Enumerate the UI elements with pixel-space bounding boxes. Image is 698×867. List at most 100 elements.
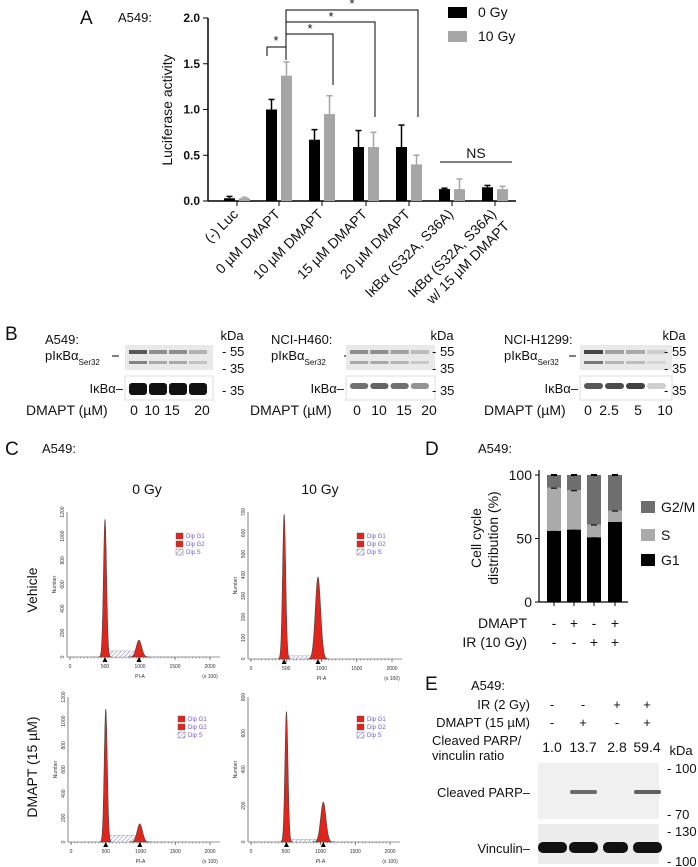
y-axis-label: Number: [53, 760, 59, 778]
ikba-label: IκBα–: [89, 381, 123, 396]
dose-value: 5: [634, 402, 642, 418]
bar-10gy: [368, 147, 379, 201]
s-phase-area: [107, 650, 137, 658]
dose-label: DMAPT (µM): [250, 402, 332, 418]
blot-cell-line: NCI-H1299:: [504, 332, 573, 347]
g1-peak: [277, 514, 291, 660]
y-axis-label: Number: [233, 576, 239, 594]
y-tick-label: 0: [241, 840, 247, 843]
y-tick-label: 700: [241, 508, 247, 517]
stacked-segment-g2m: [608, 475, 622, 511]
y-tick-label: 600: [61, 765, 67, 774]
peak-marker-icon: [283, 842, 289, 847]
ikba-band: [626, 383, 645, 389]
legend-label: Dip G1: [186, 534, 205, 540]
y-tick-label: 1000: [61, 715, 67, 726]
y-tick-label: 0.0: [183, 194, 200, 208]
y-tick-label: 1.0: [183, 103, 200, 117]
panel-c-title: A549:: [42, 441, 76, 456]
y-tick-label: 400: [61, 789, 67, 798]
bracket-0gy-vs-10gy: [266, 46, 287, 56]
legend-label: Dip G2: [186, 542, 205, 548]
x-axis-unit: (x 100): [202, 674, 218, 680]
y-tick-label: 300: [241, 592, 247, 601]
g2-peak: [128, 639, 150, 658]
parp-band-2: [570, 790, 597, 794]
y-tick-label: 2.0: [183, 11, 200, 25]
dose-value: 10: [657, 402, 673, 418]
g2-peak: [128, 823, 151, 843]
vinculin-band: [538, 842, 567, 853]
panel-label-e: E: [425, 674, 438, 695]
legend-label: Dip G1: [367, 717, 386, 723]
legend-swatch: [641, 529, 655, 541]
vinculin-label: Vinculin–: [477, 841, 530, 856]
y-tick-label: 0.5: [183, 148, 200, 162]
legend-label: Dip G2: [188, 725, 207, 731]
x-axis-unit: (x 100): [384, 676, 400, 682]
dmapt-sign: -: [550, 715, 554, 730]
legend-label: Dip S: [367, 733, 382, 739]
p-ikba-band-lower: [390, 361, 409, 364]
histogram-4: 0 200 400 600 800 0 500 1000 1500 2000 PI-A (x 100)…: [233, 693, 400, 865]
kda-label: kDa: [430, 328, 454, 343]
condition-sign: +: [611, 615, 619, 631]
legend-label: Dip S: [186, 550, 201, 556]
x-tick-label: 500: [101, 664, 110, 670]
dose-value: 10: [371, 402, 387, 418]
legend-label: Dip G1: [188, 717, 207, 723]
y-tick-label: 600: [241, 729, 247, 738]
dmapt-sign: +: [579, 715, 587, 730]
x-tick-label: 0: [250, 666, 253, 672]
vinculin-band: [569, 842, 598, 853]
x-tick-label: 1000: [316, 666, 327, 672]
x-tick-label: 2000: [386, 666, 397, 672]
stacked-segment-g2m: [567, 475, 581, 491]
stacked-segment-g1: [547, 530, 561, 602]
panel-a-bars: [224, 61, 508, 206]
y-tick-label: 0: [61, 840, 67, 843]
legend-label: Dip G1: [367, 534, 386, 540]
vinculin-bands: [538, 842, 662, 853]
bar-10gy: [497, 189, 508, 201]
y-tick-label: 200: [60, 628, 66, 637]
ikba-band: [129, 383, 147, 395]
x-axis-unit: (x 100): [202, 859, 218, 865]
x-tick-label: 1500: [350, 849, 361, 855]
peak-marker-icon: [136, 657, 142, 662]
legend-swatch: [641, 501, 655, 513]
parp-band-4: [634, 790, 661, 794]
ikba-blot: [345, 375, 436, 401]
x-tick-label: 1000: [315, 849, 326, 855]
panel-label-a: A: [80, 8, 93, 29]
blot-cell-line: NCI-H460:: [271, 332, 332, 347]
peak-marker-icon: [315, 659, 321, 664]
x-tick-label: 1000: [135, 849, 146, 855]
star-0gy-vs-10gy: *: [273, 33, 278, 48]
histogram-2: 0 100 200 300 400 500 600 700 0 500 1000 1500 2000 PI…: [233, 508, 402, 682]
y-tick-label: 1000: [60, 530, 66, 541]
row-label-dmapt: DMAPT (15 µM): [24, 716, 40, 817]
p-ikba-band: [350, 350, 369, 354]
bracket-0-vs-20: [285, 9, 419, 117]
ser32-subscript: Ser32: [305, 358, 327, 367]
bar-10gy: [411, 164, 422, 201]
bar-10gy: [454, 189, 465, 201]
error-cap: [551, 474, 557, 476]
star-0-vs-10: *: [307, 21, 312, 36]
x-tick-label: 1500: [351, 666, 362, 672]
p-ikba-band-lower: [149, 361, 167, 364]
stacked-segment-g2m: [547, 475, 561, 488]
vinculin-band: [603, 842, 628, 853]
stacked-segment-s: [608, 510, 622, 522]
condition-label: DMAPT: [478, 615, 527, 631]
legend-swatch: [356, 723, 365, 731]
p-ikba-band-lower: [410, 361, 429, 364]
panel-a-legend: 0 Gy 10 Gy: [448, 4, 515, 44]
ikba-blot: [579, 375, 673, 401]
panel-e-kda: kDa: [669, 743, 693, 758]
marker-35: - 35: [664, 361, 686, 376]
p-ikba-band: [390, 350, 409, 354]
